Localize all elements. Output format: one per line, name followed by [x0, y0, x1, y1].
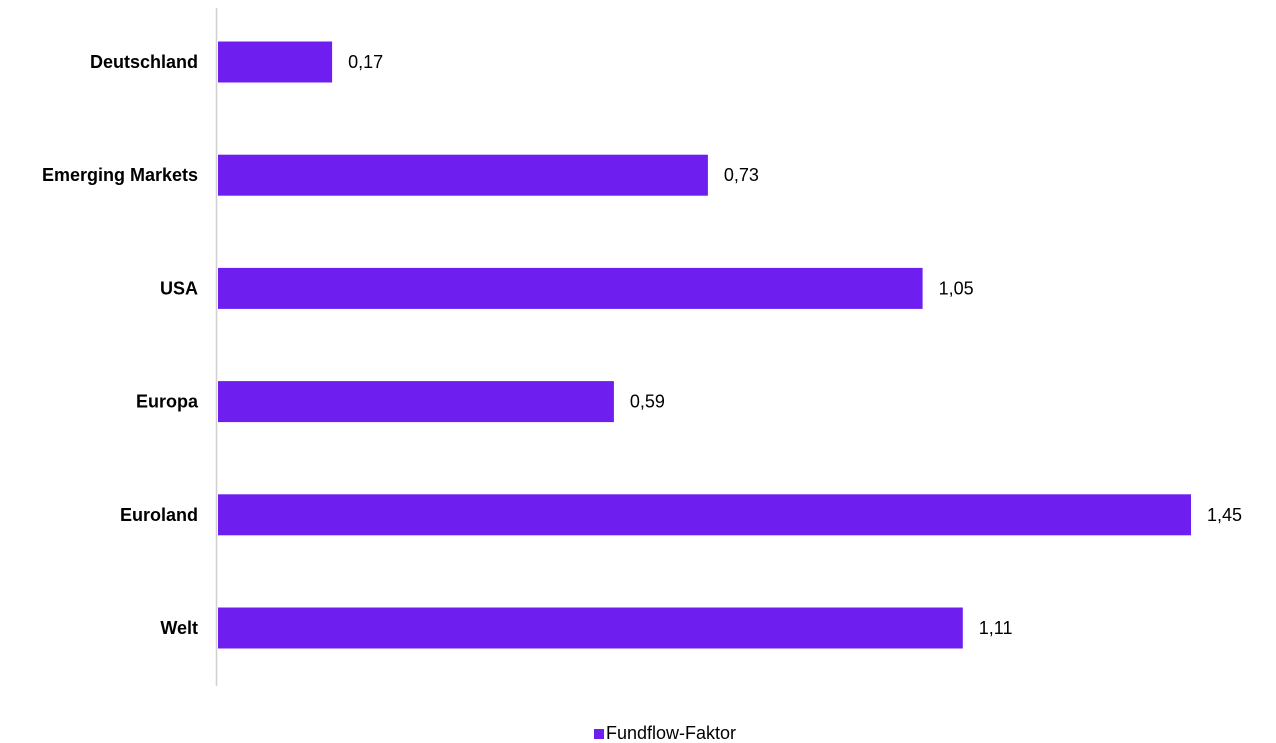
bar-welt	[218, 607, 963, 649]
category-label: Deutschland	[90, 52, 198, 72]
legend-label: Fundflow-Faktor	[606, 723, 736, 743]
legend-swatch	[594, 729, 604, 739]
data-label: 0,73	[724, 165, 759, 185]
bars-layer	[218, 41, 1191, 649]
bar-emerging-markets	[218, 154, 708, 196]
category-label: Emerging Markets	[42, 165, 198, 185]
category-label: USA	[160, 278, 198, 298]
bar-usa	[218, 267, 923, 309]
category-label: Europa	[136, 392, 199, 412]
bar-euroland	[218, 494, 1191, 536]
data-label: 1,45	[1207, 505, 1242, 525]
bar-deutschland	[218, 41, 333, 83]
category-label: Welt	[160, 618, 198, 638]
category-label: Euroland	[120, 505, 198, 525]
data-label: 1,05	[939, 278, 974, 298]
data-label: 0,59	[630, 392, 665, 412]
bar-europa	[218, 381, 614, 423]
data-label: 1,11	[979, 618, 1013, 638]
legend: Fundflow-Faktor	[594, 723, 736, 743]
labels-layer: Deutschland 0,17 Emerging Markets 0,73 USA 1,…	[42, 52, 1242, 638]
data-label: 0,17	[348, 52, 383, 72]
